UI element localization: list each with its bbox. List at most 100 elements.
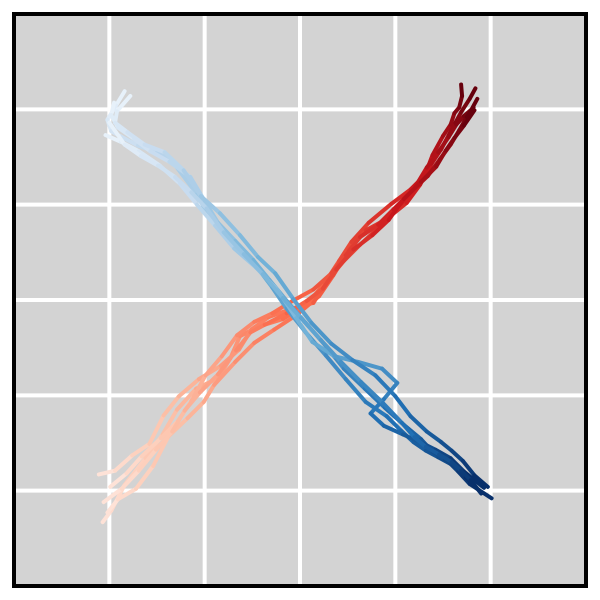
trajectory-segment-reds [358,222,381,240]
trajectory-segment-reds [136,447,159,473]
trajectory-segment-blues [119,134,140,148]
trajectory-segment-reds [343,235,363,258]
trajectory-segment-reds [290,287,316,303]
trajectory-segment-reds [446,122,459,139]
trajectory-segment-blues [379,366,400,385]
trajectory-segment-reds [235,319,257,338]
trajectory-segment-reds [320,267,339,291]
trajectory-segment-reds [452,123,466,140]
trajectory-segment-reds [430,134,445,158]
trajectory-segment-blues [338,359,364,384]
trajectory-segment-blues [177,181,200,207]
trajectory-segment-blues [198,194,222,216]
trajectory-segment-blues [113,120,130,135]
trajectory-segment-blues [142,142,167,155]
trajectory-segment-reds [108,471,129,489]
trajectory-segment-blues [343,377,368,405]
trajectory-segment-blues [437,452,454,465]
trajectory-segment-blues [107,120,127,147]
trajectory-segment-reds [249,315,271,332]
trajectory-segment-reds [124,454,144,476]
trajectory-segment-blues [373,373,398,399]
trajectory-segment-blues [280,296,303,321]
trajectory-segment-reds [351,233,375,252]
trajectory-segment-blues [359,379,385,405]
trajectory-segment-reds [147,413,166,446]
trajectory-segment-reds [436,134,451,155]
trajectory-segment-blues [260,272,285,301]
trajectory-segment-reds [216,348,239,377]
trajectory-segment-blues [341,366,367,391]
trajectory-segment-reds [154,429,175,452]
trajectory-segment-blues [233,238,256,262]
trajectory-segment-reds [130,441,152,458]
trajectory-segment-reds [334,247,356,272]
trajectory-segment-blues [411,440,428,453]
trajectory-segment-reds [119,468,141,491]
trajectory-segment-reds [349,220,371,244]
trajectory-segment-reds [134,463,156,491]
trajectory-segment-reds [201,382,217,405]
trajectory-segment-reds [252,311,275,324]
trajectory-segment-reds [176,377,201,399]
trajectory-segment-blues [323,353,348,382]
trajectory-segment-blues [318,338,343,364]
trajectory-segment-reds [170,408,187,434]
trajectory-segment-reds [115,486,139,502]
trajectory-segment-reds [113,453,135,473]
trajectory-segment-blues [459,468,473,483]
trajectory-segment-reds [233,340,257,364]
trajectory-segment-blues [114,93,133,114]
trajectory-segment-reds [262,311,289,327]
trajectory-segment-reds [105,497,120,515]
trajectory-segment-reds [376,207,396,227]
trajectory-segment-reds [197,372,221,395]
trajectory-segment-reds [366,201,394,225]
trajectory-segment-reds [182,390,202,413]
trajectory-segment-reds [185,400,206,421]
trajectory-segment-reds [434,148,448,169]
trajectory-segment-blues [384,414,404,433]
trajectory-segment-blues [204,206,226,235]
trajectory-segment-reds [96,468,118,477]
trajectory-segment-blues [114,89,127,108]
trajectory-segment-blues [125,130,147,147]
trajectory-segment-blues [380,400,405,425]
trajectory-segment-blues [148,149,172,164]
trajectory-segment-reds [401,179,424,201]
trajectory-segment-blues [291,297,314,325]
trajectory-segment-blues [350,358,378,378]
trajectory-segment-blues [195,202,218,228]
trajectory-segment-reds [203,354,224,378]
trajectory-segment-blues [461,459,477,478]
trajectory-segment-blues [173,175,194,195]
trajectory-segment-reds [386,196,406,222]
trajectory-segment-reds [459,82,465,98]
trajectory-segment-blues [368,411,386,428]
trajectory-segment-blues [423,444,442,457]
trajectory-segment-blues [468,478,484,496]
trajectory-segment-reds [448,111,457,127]
trajectory-segment-blues [162,150,186,173]
trajectory-segment-reds [252,327,277,345]
trajectory-segment-blues [424,429,444,445]
trajectory-segment-reds [459,96,472,115]
trajectory-segment-blues [103,133,123,144]
trajectory-segment-reds [219,333,240,359]
trajectory-segment-reds [441,122,453,139]
trajectory-segment-blues [393,394,413,419]
trajectory-segment-blues [439,440,454,453]
trajectory-segment-blues [449,460,464,473]
trajectory-segment-reds [464,105,476,119]
trajectory-segment-blues [449,448,466,464]
trajectory-segment-reds [443,135,457,153]
trajectory-segment-blues [241,252,265,277]
trajectory-segment-reds [101,486,124,505]
trajectory-segment-blues [423,448,441,460]
trajectory-segment-reds [304,286,325,303]
trajectory-segment-reds [248,322,267,335]
trajectory-segment-reds [424,150,441,170]
trajectory-segment-blues [217,211,242,238]
trajectory-segment-blues [433,447,453,461]
